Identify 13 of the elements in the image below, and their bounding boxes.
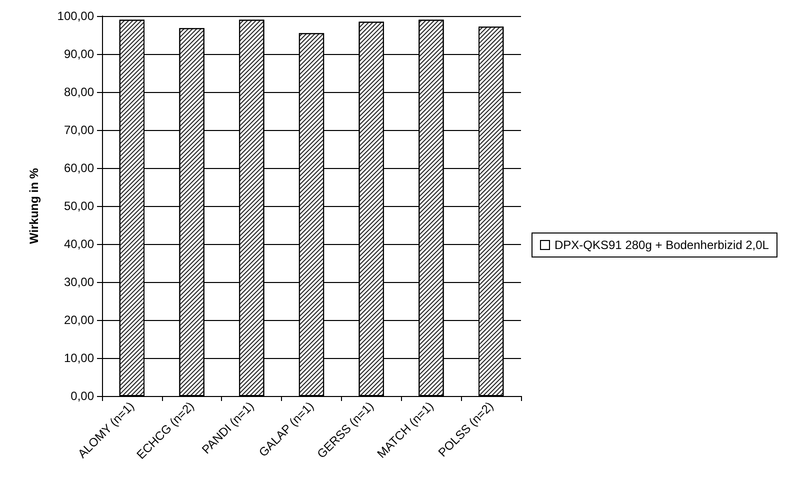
- y-tick-label: 0,00: [70, 389, 94, 403]
- y-tick-label: 50,00: [64, 199, 94, 213]
- y-tick-label: 30,00: [64, 275, 94, 289]
- legend-label: DPX-QKS91 280g + Bodenherbizid 2,0L: [554, 238, 770, 252]
- y-tick-label: 90,00: [64, 47, 94, 61]
- y-tick-label: 60,00: [64, 161, 94, 175]
- y-tick-label: 40,00: [64, 237, 94, 251]
- y-tick-label: 80,00: [64, 85, 94, 99]
- y-axis-title: Wirkung in %: [27, 168, 41, 244]
- y-tick-label: 100,00: [57, 9, 94, 23]
- y-tick-label: 70,00: [64, 123, 94, 137]
- y-tick-label: 10,00: [64, 351, 94, 365]
- y-tick-label: 20,00: [64, 313, 94, 327]
